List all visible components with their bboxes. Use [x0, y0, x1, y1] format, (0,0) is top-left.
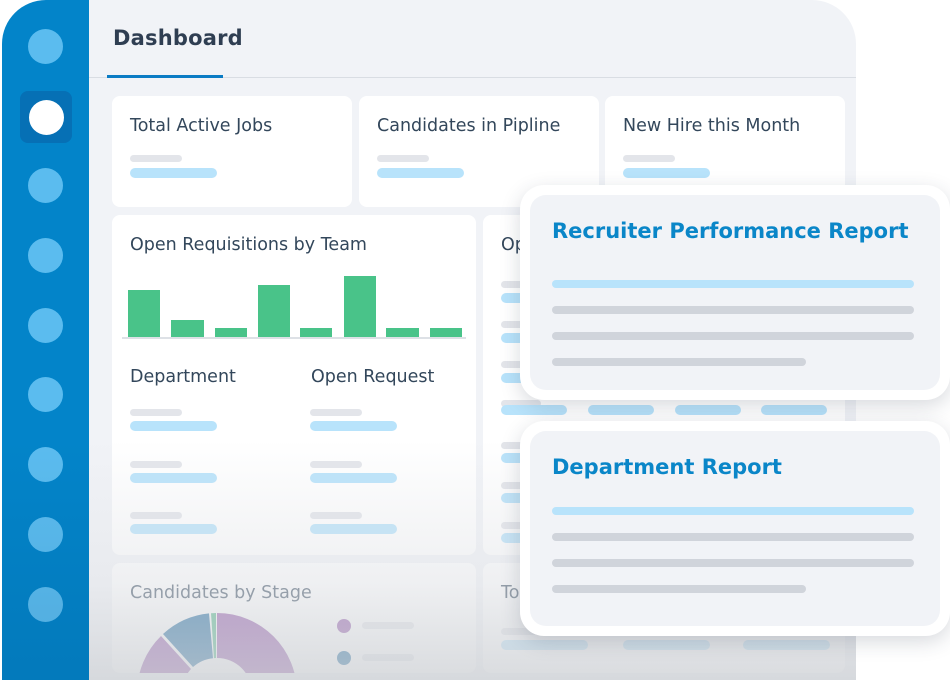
- placeholder-value: [588, 405, 654, 415]
- header-divider: [89, 77, 856, 78]
- legend-label-placeholder: [362, 622, 414, 629]
- placeholder-value: [743, 640, 830, 650]
- requisitions-card: Open Requisitions by Team Department Ope…: [112, 215, 476, 555]
- placeholder-line: [623, 155, 675, 162]
- placeholder-value: [130, 421, 217, 431]
- placeholder-line: [130, 409, 182, 416]
- sidebar: [2, 0, 89, 680]
- requisitions-title: Open Requisitions by Team: [130, 235, 367, 255]
- report-title: Recruiter Performance Report: [552, 219, 909, 243]
- placeholder-value: [130, 473, 217, 483]
- donut-chart: [139, 613, 295, 673]
- legend-purple-icon: [337, 619, 351, 633]
- sidebar-item-2-selected[interactable]: [20, 91, 72, 143]
- column-header-department: Department: [130, 367, 236, 387]
- bar: [344, 276, 376, 337]
- sidebar-item-1-icon[interactable]: [28, 29, 63, 64]
- placeholder-line: [552, 332, 914, 340]
- placeholder-value: [501, 405, 567, 415]
- placeholder-line: [552, 533, 914, 541]
- sidebar-item-3-icon[interactable]: [28, 168, 63, 203]
- middle-right-title: Op: [501, 235, 526, 255]
- column-header-open-request: Open Request: [311, 367, 435, 387]
- placeholder-value: [501, 640, 588, 650]
- placeholder-line: [310, 461, 362, 468]
- bar: [300, 328, 332, 337]
- report-card-recruiter-performance[interactable]: Recruiter Performance Report: [520, 185, 950, 400]
- placeholder-line: [130, 155, 182, 162]
- placeholder-value: [761, 405, 827, 415]
- stat-card-active-jobs[interactable]: Total Active Jobs: [112, 96, 352, 207]
- sidebar-item-2-icon: [29, 100, 64, 135]
- report-title: Department Report: [552, 455, 782, 479]
- placeholder-value: [623, 640, 710, 650]
- placeholder-value: [310, 524, 397, 534]
- bar: [258, 285, 290, 337]
- placeholder-highlight: [552, 507, 914, 515]
- placeholder-line: [130, 461, 182, 468]
- sidebar-item-6-icon[interactable]: [28, 377, 63, 412]
- legend-blue-icon: [337, 651, 351, 665]
- sidebar-item-7-icon[interactable]: [28, 447, 63, 482]
- bar: [171, 320, 204, 337]
- placeholder-highlight: [552, 280, 914, 288]
- placeholder-line: [377, 155, 429, 162]
- candidates-stage-card: Candidates by Stage: [112, 563, 476, 673]
- active-tab-indicator: [107, 75, 223, 78]
- placeholder-value: [377, 168, 464, 178]
- report-card-department[interactable]: Department Report: [520, 421, 950, 636]
- placeholder-value: [310, 421, 397, 431]
- placeholder-value: [675, 405, 741, 415]
- sidebar-item-5-icon[interactable]: [28, 308, 63, 343]
- placeholder-line: [552, 306, 914, 314]
- page-title: Dashboard: [113, 26, 243, 50]
- stat-title: New Hire this Month: [623, 116, 801, 136]
- placeholder-line: [552, 358, 806, 366]
- chart-baseline: [122, 337, 466, 339]
- bar-chart: [112, 215, 476, 339]
- placeholder-value: [310, 473, 397, 483]
- bar: [386, 328, 419, 337]
- placeholder-line: [501, 400, 541, 407]
- placeholder-line: [310, 409, 362, 416]
- legend-label-placeholder: [362, 654, 414, 661]
- placeholder-line: [552, 585, 806, 593]
- placeholder-line: [310, 512, 362, 519]
- sidebar-item-8-icon[interactable]: [28, 517, 63, 552]
- placeholder-value: [130, 168, 217, 178]
- placeholder-value: [130, 524, 217, 534]
- sidebar-item-4-icon[interactable]: [28, 238, 63, 273]
- bar: [215, 328, 247, 337]
- sidebar-item-9-icon[interactable]: [28, 587, 63, 622]
- bottom-right-title: To: [501, 583, 520, 603]
- placeholder-value: [623, 168, 710, 178]
- placeholder-line: [130, 512, 182, 519]
- stat-title: Candidates in Pipline: [377, 116, 561, 136]
- stat-title: Total Active Jobs: [130, 116, 273, 136]
- placeholder-line: [552, 559, 914, 567]
- bar: [128, 290, 160, 337]
- bar: [430, 328, 462, 337]
